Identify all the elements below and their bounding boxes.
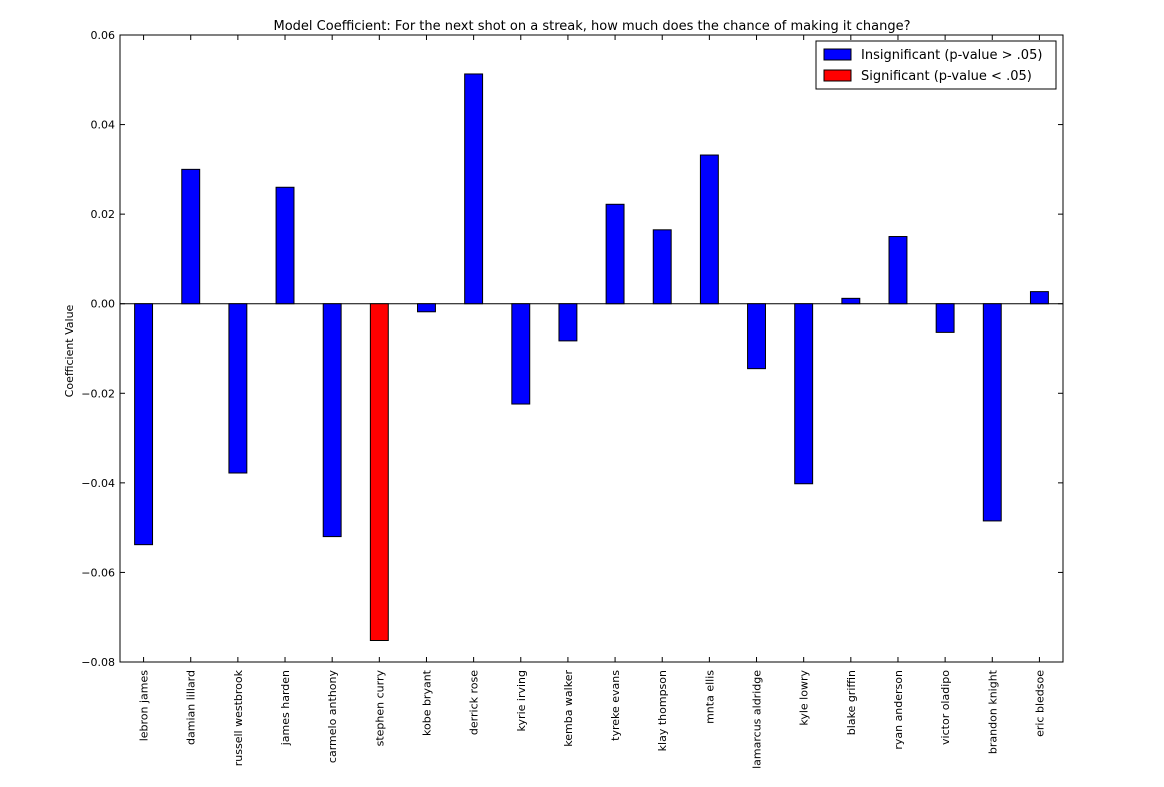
x-tick-label: kyle lowry: [798, 670, 811, 726]
y-tick-label: −0.04: [81, 477, 115, 490]
y-tick-label: 0.02: [91, 208, 116, 221]
x-tick-label: derrick rose: [468, 670, 481, 735]
x-tick-label: lamarcus aldridge: [751, 670, 764, 769]
x-tick-label: klay thompson: [656, 670, 669, 751]
bar-stephen-curry: [369, 303, 389, 642]
legend-swatch: [823, 48, 852, 61]
bar-eric-bledsoe: [1029, 291, 1049, 305]
bar-victor-oladipo: [935, 303, 955, 333]
x-tick-label: stephen curry: [373, 670, 386, 747]
x-tick-label: kyrie irving: [515, 670, 528, 731]
x-tick-label: russell westbrook: [232, 669, 245, 766]
x-tick-label: kemba walker: [562, 670, 575, 747]
y-tick-label: −0.08: [81, 656, 115, 669]
x-tick-label: ryan anderson: [892, 670, 905, 750]
y-tick-label: 0.06: [91, 29, 116, 42]
y-tick-label: 0.00: [91, 298, 116, 311]
legend-label: Significant (p-value < .05): [861, 69, 1032, 84]
y-axis-ticks: 0.06 0.04 0.02 0.00 −0.02 −0.04 −0.06 −0.08: [81, 29, 1063, 669]
x-tick-label: lebron james: [138, 670, 151, 742]
plot-frame: [119, 34, 1064, 663]
x-tick-label: blake griffin: [845, 670, 858, 735]
bar-james-harden: [275, 186, 295, 305]
bar-lamarcus-aldridge: [747, 303, 766, 370]
bar-carmelo-anthony: [322, 303, 342, 538]
bar-blake-griffin: [841, 297, 861, 305]
x-tick-label: brandon knight: [986, 669, 999, 754]
legend-label: Insignificant (p-value > .05): [861, 48, 1042, 63]
bar-brandon-knight: [982, 303, 1002, 522]
x-tick-label: mnta ellis: [703, 670, 716, 724]
bar-damian-lillard: [181, 168, 201, 305]
y-tick-label: −0.06: [81, 566, 115, 579]
bar-kobe-bryant: [417, 303, 436, 313]
x-axis-ticks: lebron james damian lillard russell westbr…: [138, 35, 1046, 769]
bar-klay-thompson: [652, 229, 672, 305]
bar-kemba-walker: [558, 303, 578, 342]
x-tick-label: eric bledsoe: [1033, 670, 1046, 737]
bar-kyle-lowry: [794, 303, 814, 485]
bar-tyreke-evans: [605, 203, 625, 305]
bar-lebron-james: [134, 303, 154, 546]
legend-box: [815, 40, 1057, 90]
x-tick-label: victor oladipo: [939, 670, 952, 745]
x-tick-label: james harden: [279, 670, 292, 746]
bar-ryan-anderson: [888, 236, 908, 305]
bar-russell-westbrook: [228, 303, 248, 474]
y-tick-label: 0.04: [91, 119, 116, 132]
bar-kyrie-irving: [511, 303, 531, 405]
legend: Insignificant (p-value > .05) Significant…: [815, 40, 1057, 90]
y-tick-label: −0.02: [81, 387, 115, 400]
bars: [134, 73, 1049, 642]
bar-derrick-rose: [464, 73, 484, 305]
x-tick-label: kobe bryant: [420, 669, 433, 736]
legend-swatch: [823, 69, 852, 82]
x-tick-label: damian lillard: [185, 670, 198, 745]
x-tick-label: tyreke evans: [609, 670, 622, 741]
y-axis-label: Coefficient Value: [63, 304, 76, 397]
x-tick-label: carmelo anthony: [326, 670, 339, 764]
chart-title: Model Coefficient: For the next shot on …: [274, 19, 911, 34]
bar-mnta-ellis: [699, 154, 719, 305]
